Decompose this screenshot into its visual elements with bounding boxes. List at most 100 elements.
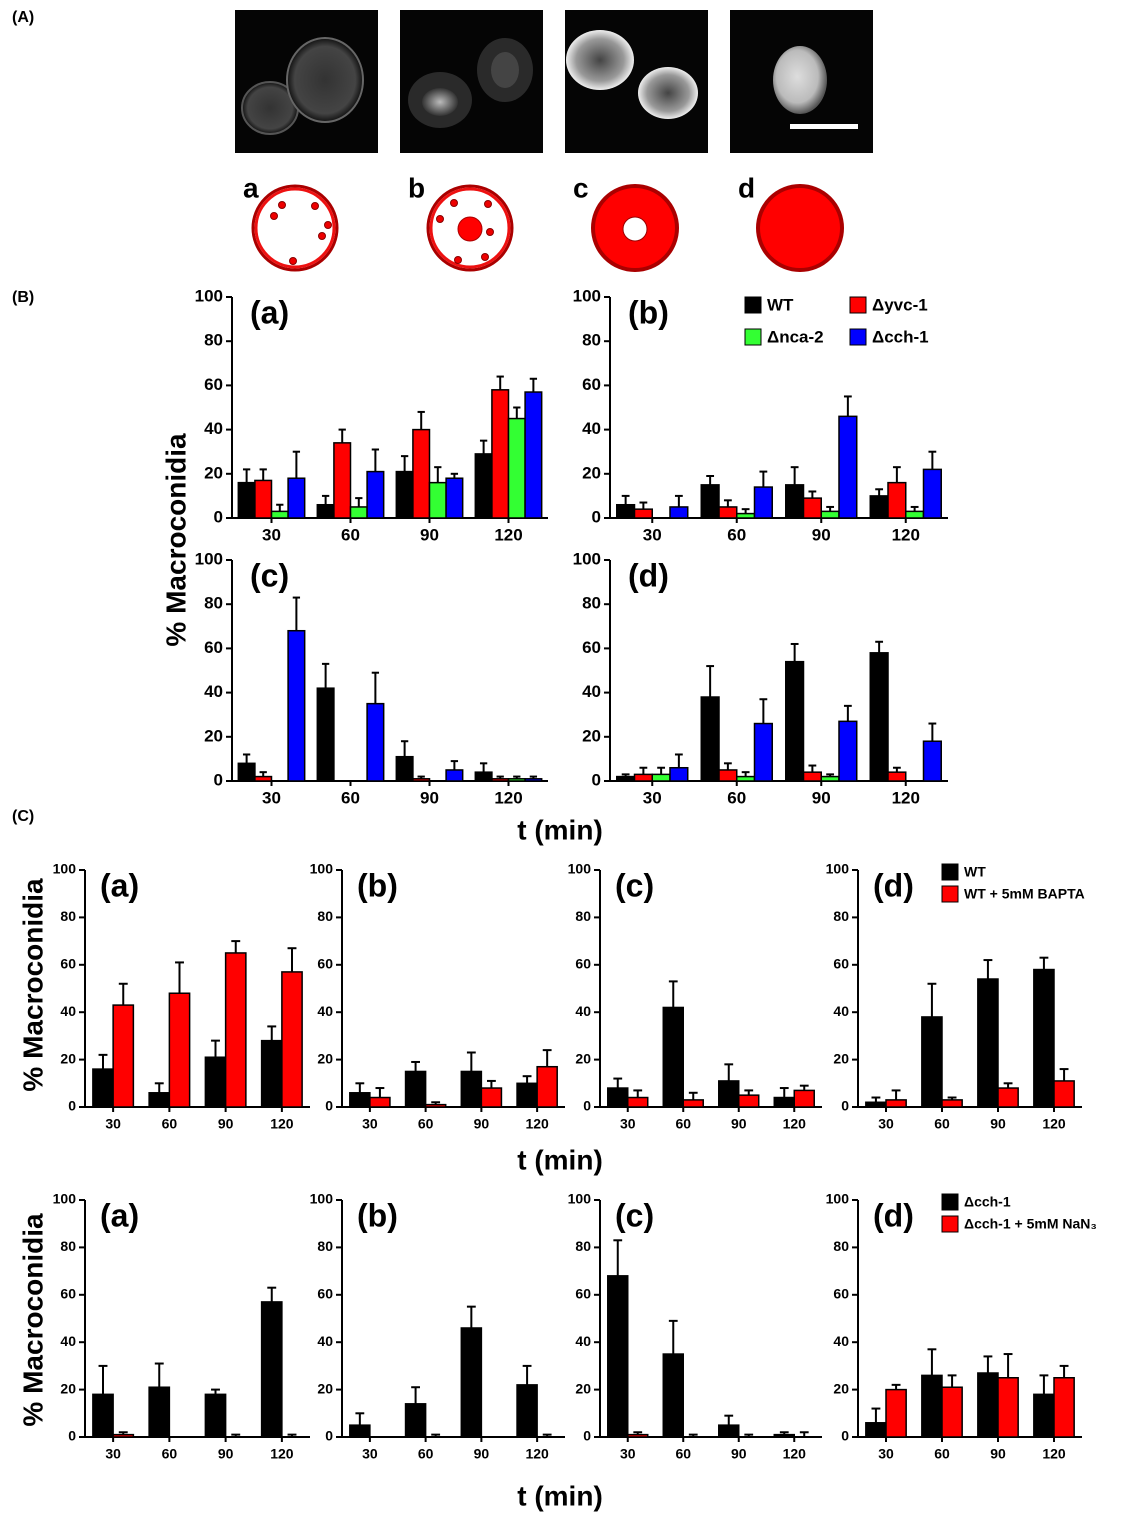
y-tick-label: 20 <box>582 726 601 745</box>
bar <box>869 495 889 519</box>
y-tick-label: 40 <box>575 1003 591 1019</box>
bar <box>491 778 510 782</box>
legend-label: Δcch-1 <box>872 327 929 346</box>
y-tick-label: 0 <box>841 1428 849 1444</box>
legend-label: Δnca-2 <box>767 327 824 346</box>
error-bar <box>287 947 297 972</box>
error-bar <box>723 499 732 507</box>
x-tick-label: 90 <box>990 1116 1006 1132</box>
y-tick-label: 20 <box>582 463 601 482</box>
error-bar <box>486 1079 496 1089</box>
bar <box>1033 968 1055 1108</box>
x-tick-label: 90 <box>812 788 831 807</box>
bar <box>820 775 840 782</box>
error-bar <box>242 468 251 483</box>
chart: 0 20 40 60 80 100 (a) 30 60 90 120 <box>53 1191 310 1462</box>
bar <box>316 503 335 519</box>
bar <box>524 391 543 519</box>
error-bar <box>231 1433 241 1437</box>
bar <box>460 1327 483 1438</box>
error-bar <box>98 1364 108 1395</box>
bar <box>254 479 273 519</box>
bar <box>865 1101 887 1108</box>
y-tick-label: 100 <box>195 549 223 568</box>
chart-title: (a) <box>250 294 289 330</box>
x-axis-label: t (min) <box>517 814 603 845</box>
bar <box>785 660 805 782</box>
bar <box>607 1087 629 1108</box>
y-tick-label: 0 <box>583 1098 591 1114</box>
bar <box>424 1103 447 1108</box>
y-tick-label: 100 <box>310 861 334 877</box>
legend-swatch <box>941 863 959 881</box>
bar <box>922 740 942 782</box>
error-bar <box>674 753 683 768</box>
bar <box>349 1424 371 1438</box>
x-tick-label: 120 <box>270 1116 294 1132</box>
bar <box>773 1433 796 1438</box>
bar <box>460 1070 483 1108</box>
error-bar <box>1003 1353 1013 1378</box>
error-bar <box>267 1286 277 1302</box>
y-tick-label: 60 <box>60 1286 76 1302</box>
y-tick-label: 100 <box>573 286 601 305</box>
y-tick-label: 80 <box>60 1238 76 1254</box>
error-bar <box>613 1077 623 1089</box>
schematic-label: b <box>408 172 425 203</box>
error-bar <box>154 1082 164 1093</box>
bar <box>651 773 671 782</box>
bar <box>753 722 773 782</box>
y-tick-label: 60 <box>833 1286 849 1302</box>
x-tick-label: 60 <box>418 1446 434 1462</box>
error-bar <box>242 753 251 764</box>
y-tick-label: 100 <box>195 286 223 305</box>
bar <box>204 1056 227 1108</box>
schematic-label: d <box>738 172 755 203</box>
y-axis-label: % Macroconidia <box>160 433 191 647</box>
error-bar <box>175 961 184 994</box>
error-bar <box>118 1431 128 1435</box>
legend-swatch <box>941 1215 959 1233</box>
bar <box>507 417 526 519</box>
y-tick-label: 0 <box>583 1428 591 1444</box>
error-bar <box>741 771 750 777</box>
bar <box>922 468 942 519</box>
bar <box>369 1096 391 1108</box>
y-tick-label: 20 <box>204 463 223 482</box>
legend-label: WT <box>767 295 794 314</box>
error-bar <box>355 497 363 507</box>
schematics: a b c d <box>243 172 844 272</box>
x-axis-label: t (min) <box>517 1144 603 1175</box>
legend-label: Δyvc-1 <box>872 295 928 314</box>
y-tick-label: 40 <box>204 682 223 701</box>
error-bar <box>639 501 648 510</box>
x-tick-label: 30 <box>878 1116 894 1132</box>
bar <box>997 1377 1019 1438</box>
error-bar <box>875 640 884 653</box>
error-bar <box>688 1091 698 1100</box>
error-bar <box>98 1053 108 1070</box>
chart-title: (b) <box>357 867 398 903</box>
bar <box>516 1082 538 1108</box>
y-tick-label: 0 <box>325 1428 333 1444</box>
y-tick-label: 0 <box>214 507 223 526</box>
y-tick-label: 100 <box>310 1191 334 1207</box>
error-bar <box>799 1431 809 1437</box>
y-tick-label: 40 <box>833 1003 849 1019</box>
bar <box>669 766 689 782</box>
y-tick-label: 0 <box>841 1098 849 1114</box>
y-tick-label: 20 <box>575 1380 591 1396</box>
y-tick-label: 80 <box>317 908 333 924</box>
error-bar <box>450 472 459 479</box>
y-tick-label: 20 <box>60 1380 76 1396</box>
chart: 0 20 40 60 80 100 (a) 30 60 90 120 <box>195 286 548 544</box>
bar <box>616 775 636 782</box>
error-bar <box>466 1051 476 1072</box>
bar <box>112 1004 135 1108</box>
y-tick-label: 100 <box>826 861 850 877</box>
x-tick-label: 90 <box>420 525 439 544</box>
error-bar <box>276 503 284 512</box>
y-tick-label: 0 <box>325 1098 333 1114</box>
chart: 0 20 40 60 80 100 (b) 30 60 90 120 <box>310 861 565 1132</box>
bar <box>802 497 823 519</box>
